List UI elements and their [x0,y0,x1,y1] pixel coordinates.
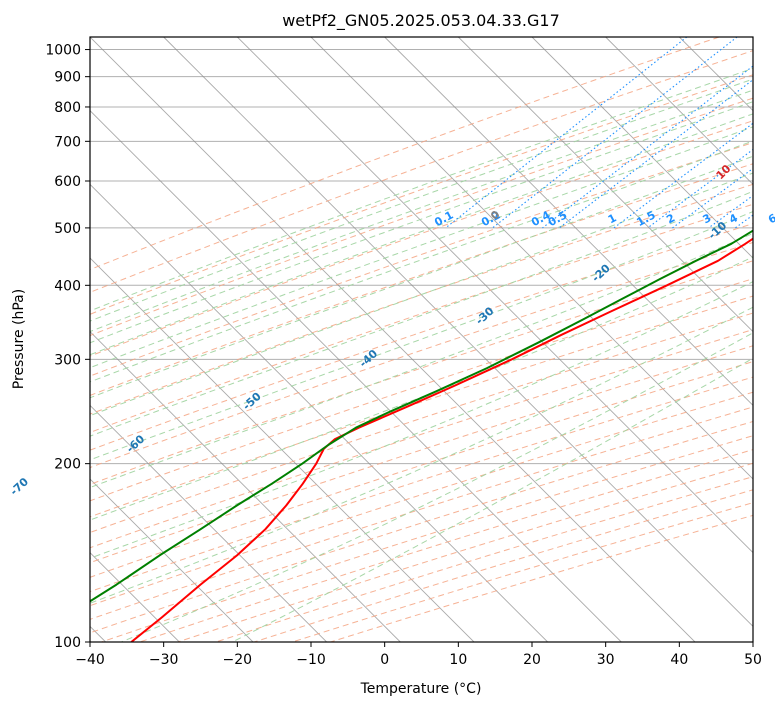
y-tick-label: 300 [54,352,81,368]
y-tick-label: 500 [54,221,81,237]
x-tick-label: 50 [744,652,762,668]
x-tick-label: −10 [296,652,326,668]
chart-title: wetPf2_GN05.2025.053.04.33.G17 [282,11,560,31]
isotherm-line [163,37,753,627]
moist-adiabat-line [90,172,753,417]
dry-adiabat-line [90,391,753,607]
dewpoint-profile-line [90,229,753,603]
x-tick-label: 0 [380,652,389,668]
isotherm-line [90,257,475,642]
moist-adiabat-line [90,140,753,383]
plot-background [90,37,753,642]
y-tick-label: 700 [54,134,81,150]
x-tick-label: −30 [149,652,179,668]
dry-adiabat-line [90,312,753,534]
mixing-ratio-line [445,37,688,229]
moist-adiabat-line [90,113,753,356]
isotherm-line [605,37,753,185]
y-tick-label: 600 [54,174,81,190]
moist-adiabat-line [90,78,753,322]
background-lines [90,37,753,642]
moist-adiabat-line [90,155,753,399]
isotherm-line [90,404,327,642]
x-tick-label: 10 [449,652,467,668]
x-tick-label: 40 [670,652,688,668]
dry-adiabat-line [90,183,753,415]
moist-adiabat-line [90,306,753,604]
y-tick-label: 800 [54,100,81,116]
isotherm-line [752,37,753,38]
isotherm-label: -70 [8,475,32,498]
dry-adiabat-line [90,163,753,396]
dry-adiabat-line [90,329,753,549]
isotherm-line [237,37,753,554]
isotherm-line [90,110,622,642]
isotherm-line [310,37,753,480]
dry-adiabat-line [90,97,753,337]
moist-adiabat-line [90,89,753,333]
isotherm-line [384,37,753,406]
moist-adiabat-line [90,67,753,312]
y-tick-label: 400 [54,278,81,294]
y-axis-label: Pressure (hPa) [11,289,27,389]
dry-adiabat-line [90,278,753,502]
y-tick-label: 100 [54,635,81,651]
temperature-profile-line [130,237,753,642]
isotherm-line [531,37,753,259]
axis-ticks: −40 −30 −20 −10 0 10 20 30 40 50 1000 900 800 700 600 5… [45,43,762,668]
mixing-ratio-line [613,122,753,229]
isotherm-line [90,183,548,642]
dry-adiabat-line [90,120,753,357]
dry-adiabat-line [90,142,753,377]
y-tick-label: 200 [54,457,81,473]
moist-adiabat-line [90,101,753,344]
isotherm-line [458,37,753,333]
dry-adiabat-line [90,223,753,451]
dry-adiabat-line [90,361,753,578]
dry-adiabat-line [90,260,753,485]
isotherm-line [90,331,401,642]
dry-adiabat-line [90,50,753,293]
x-tick-label: −40 [75,652,105,668]
plot-frame [89,36,754,643]
x-tick-label: −20 [223,652,253,668]
x-tick-label: 30 [597,652,615,668]
mixing-ratio-label: 6 [766,211,775,226]
x-tick-label: 20 [523,652,541,668]
y-tick-label: 1000 [45,43,81,59]
isotherm-line [90,37,696,642]
moist-adiabat-line [121,332,753,642]
mixing-ratio-line [542,65,753,229]
dry-adiabat-line [90,74,753,315]
sounding-profiles [90,229,753,642]
mixing-ratio-line [558,79,753,229]
y-tick-label: 900 [54,70,81,86]
x-axis-label: Temperature (°C) [360,681,482,697]
moist-adiabat-line [90,190,753,437]
